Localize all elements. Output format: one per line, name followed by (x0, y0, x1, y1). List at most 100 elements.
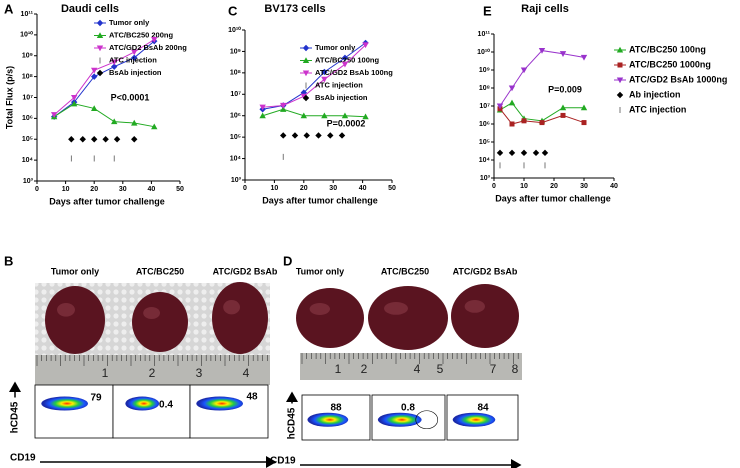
y-axis-title: hCD45 (10, 401, 21, 433)
marker (315, 132, 322, 139)
y-tick-label: 10³ (480, 175, 491, 182)
y-tick-label: 10⁴ (22, 157, 34, 164)
marker (91, 73, 98, 80)
y-tick-label: 10¹⁰ (20, 31, 33, 39)
x-axis-title: Days after tumor challenge (262, 195, 378, 205)
x-axis-title: Days after tumor challenge (495, 193, 611, 203)
legend-marker (616, 46, 624, 53)
legend-label: BsAb injection (315, 93, 368, 102)
y-axis-title: hCD45 (287, 407, 298, 439)
ruler-number: 4 (243, 366, 250, 380)
spleen (132, 292, 188, 352)
ruler-number: 1 (102, 366, 109, 380)
series-line (53, 40, 155, 118)
flow-value: 79 (90, 393, 102, 404)
spleen (212, 282, 268, 354)
series-line (53, 39, 155, 116)
panel-label: A (4, 1, 14, 16)
y-tick-label: 10⁴ (479, 157, 491, 164)
legend-marker (302, 44, 310, 52)
marker (509, 121, 515, 127)
ruler-number: 7 (490, 362, 497, 376)
marker (91, 105, 98, 111)
marker (131, 136, 138, 143)
flow-plot (189, 384, 269, 439)
legend-label: ATC/BC250 100ng (315, 55, 379, 64)
flow-plot (112, 384, 191, 439)
marker (91, 67, 98, 74)
panel-label: B (4, 253, 13, 268)
x-tick-label: 30 (580, 183, 588, 190)
y-tick-label: 10⁶ (22, 115, 33, 122)
marker (538, 48, 546, 54)
flow-gate (415, 410, 439, 430)
x-axis-title: CD19 (10, 453, 36, 464)
marker (338, 132, 346, 139)
chart-title: Raji cells (521, 3, 569, 15)
y-tick-label: 10⁹ (230, 48, 241, 55)
marker (362, 113, 369, 120)
legend-marker (96, 19, 104, 27)
y-tick-label: 10¹⁰ (477, 48, 490, 56)
marker (508, 149, 516, 157)
marker (113, 136, 121, 143)
marker (102, 136, 109, 143)
marker (321, 112, 328, 119)
x-tick-label: 30 (329, 185, 337, 192)
marker (131, 54, 138, 61)
marker (280, 102, 287, 109)
column-label: ATC/BC250 (381, 266, 429, 276)
series-line (499, 50, 585, 107)
marker (291, 132, 299, 139)
marker (581, 120, 587, 126)
ruler-number: 2 (361, 362, 368, 376)
marker (280, 106, 287, 112)
spleen (45, 286, 105, 354)
marker (68, 136, 75, 143)
flow-value: 0.4 (159, 400, 173, 411)
annotation: P=0.009 (548, 84, 582, 94)
marker (151, 123, 158, 130)
y-tick-label: 10⁶ (479, 121, 490, 128)
marker (559, 104, 567, 111)
flow-value: 48 (246, 392, 258, 403)
y-tick-label: 10⁷ (22, 94, 33, 101)
x-tick-label: 10 (62, 186, 70, 193)
spleen-highlight (464, 300, 485, 313)
spleen (451, 284, 519, 348)
panel-label: D (283, 253, 292, 268)
legend-label: ATC/BC250 100ng (629, 44, 706, 54)
marker (520, 149, 528, 157)
marker (496, 103, 504, 110)
y-tick-label: 10⁵ (479, 139, 490, 146)
ruler-number: 2 (149, 366, 156, 380)
marker (580, 104, 588, 111)
spleen (368, 286, 448, 350)
y-tick-label: 10⁶ (230, 113, 241, 120)
y-tick-label: 10⁵ (22, 136, 33, 143)
y-tick-label: 10⁸ (230, 70, 241, 77)
legend-marker (96, 32, 104, 39)
marker (327, 132, 334, 139)
ruler-number: 4 (414, 362, 421, 376)
marker (541, 149, 549, 157)
y-axis-title: Total Flux (p/s) (4, 66, 14, 129)
panel-label: C (228, 3, 238, 18)
series-line (53, 103, 155, 128)
y-tick-label: 10³ (231, 177, 242, 184)
x-tick-label: 40 (359, 185, 367, 192)
marker (303, 132, 310, 139)
column-label: Tumor only (296, 266, 344, 276)
x-tick-label: 20 (300, 185, 308, 192)
y-tick-label: 10¹¹ (478, 31, 491, 38)
y-tick-label: 10⁹ (22, 53, 33, 60)
legend-marker (616, 91, 624, 99)
marker (508, 85, 516, 92)
legend-label: Tumor only (315, 43, 356, 52)
marker (70, 100, 78, 107)
flow-value: 0.8 (401, 403, 415, 414)
column-label: ATC/GD2 BsAb (213, 266, 278, 276)
marker (50, 112, 58, 118)
legend-label: Ab injection (629, 89, 681, 99)
marker (496, 149, 504, 157)
